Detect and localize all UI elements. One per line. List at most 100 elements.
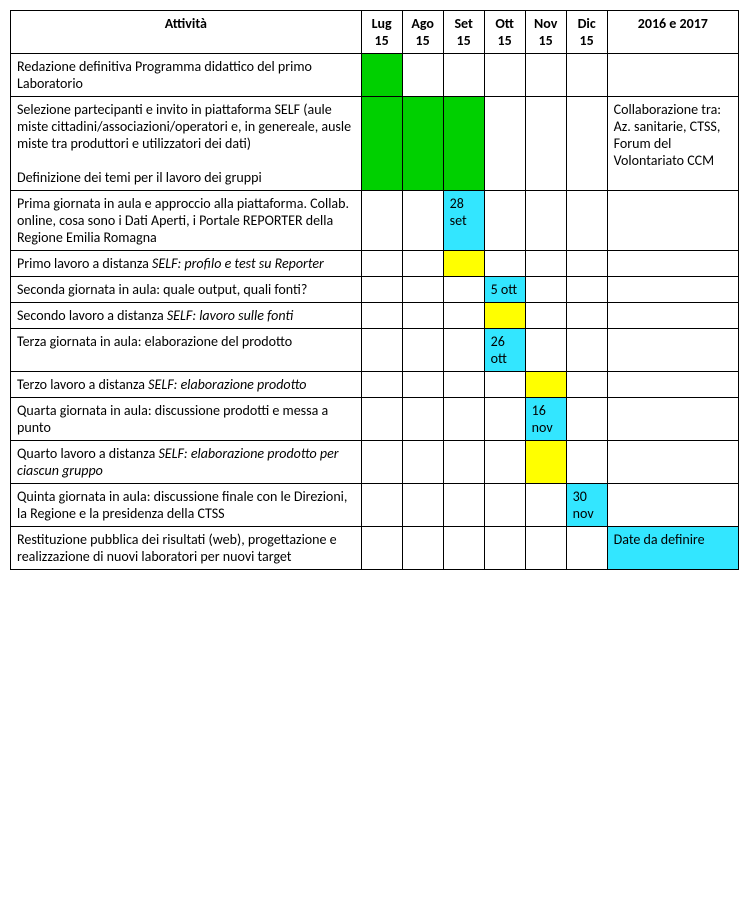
activity-cell: Terzo lavoro a distanza SELF: elaborazio…	[11, 372, 362, 398]
month-cell	[525, 527, 566, 570]
month-cell	[402, 372, 443, 398]
month-cell	[525, 372, 566, 398]
month-cell	[566, 527, 607, 570]
activity-cell: Quarta giornata in aula: discussione pro…	[11, 398, 362, 441]
month-cell: 26 ott	[484, 329, 525, 372]
header-ago: Ago 15	[402, 11, 443, 54]
table-row: Prima giornata in aula e approccio alla …	[11, 191, 739, 251]
month-cell: 16 nov	[525, 398, 566, 441]
month-cell	[607, 441, 738, 484]
month-cell	[607, 372, 738, 398]
table-row: Seconda giornata in aula: quale output, …	[11, 277, 739, 303]
month-cell	[361, 191, 402, 251]
month-cell	[566, 251, 607, 277]
activity-cell: Secondo lavoro a distanza SELF: lavoro s…	[11, 303, 362, 329]
month-cell	[361, 277, 402, 303]
month-cell	[443, 527, 484, 570]
header-dic: Dic 15	[566, 11, 607, 54]
activity-cell: Quarto lavoro a distanza SELF: elaborazi…	[11, 441, 362, 484]
month-cell	[443, 398, 484, 441]
month-cell	[484, 398, 525, 441]
month-cell	[525, 97, 566, 191]
activity-cell: Prima giornata in aula e approccio alla …	[11, 191, 362, 251]
activity-cell: Redazione definitiva Programma didattico…	[11, 54, 362, 97]
month-cell	[566, 277, 607, 303]
month-cell	[484, 372, 525, 398]
month-cell	[443, 484, 484, 527]
table-row: Secondo lavoro a distanza SELF: lavoro s…	[11, 303, 739, 329]
month-cell	[402, 329, 443, 372]
month-cell: Collaborazione tra: Az. sanitarie, CTSS,…	[607, 97, 738, 191]
month-cell	[607, 191, 738, 251]
month-cell	[566, 97, 607, 191]
month-cell	[525, 484, 566, 527]
month-cell	[361, 441, 402, 484]
month-cell	[484, 484, 525, 527]
table-row: Terzo lavoro a distanza SELF: elaborazio…	[11, 372, 739, 398]
month-cell	[402, 441, 443, 484]
table-row: Selezione partecipanti e invito in piatt…	[11, 97, 739, 191]
month-cell	[607, 54, 738, 97]
month-cell	[607, 251, 738, 277]
month-cell	[484, 97, 525, 191]
month-cell	[443, 97, 484, 191]
month-cell	[361, 527, 402, 570]
month-cell	[443, 329, 484, 372]
month-cell	[566, 398, 607, 441]
month-cell: 5 ott	[484, 277, 525, 303]
table-row: Redazione definitiva Programma didattico…	[11, 54, 739, 97]
month-cell: Date da definire	[607, 527, 738, 570]
month-cell	[566, 372, 607, 398]
month-cell	[443, 441, 484, 484]
month-cell	[443, 303, 484, 329]
month-cell	[607, 329, 738, 372]
header-set: Set 15	[443, 11, 484, 54]
month-cell	[525, 329, 566, 372]
month-cell	[361, 372, 402, 398]
month-cell	[361, 54, 402, 97]
month-cell	[525, 303, 566, 329]
month-cell	[607, 398, 738, 441]
month-cell	[566, 441, 607, 484]
month-cell	[484, 527, 525, 570]
month-cell	[607, 277, 738, 303]
month-cell	[566, 54, 607, 97]
table-body: Redazione definitiva Programma didattico…	[11, 54, 739, 570]
table-row: Terza giornata in aula: elaborazione del…	[11, 329, 739, 372]
month-cell: 28 set	[443, 191, 484, 251]
table-row: Quinta giornata in aula: discussione fin…	[11, 484, 739, 527]
month-cell	[402, 97, 443, 191]
month-cell	[402, 191, 443, 251]
activity-cell: Terza giornata in aula: elaborazione del…	[11, 329, 362, 372]
month-cell	[484, 303, 525, 329]
month-cell	[361, 251, 402, 277]
month-cell	[607, 303, 738, 329]
activity-cell: Restituzione pubblica dei risultati (web…	[11, 527, 362, 570]
header-ott: Ott 15	[484, 11, 525, 54]
header-activity: Attività	[11, 11, 362, 54]
month-cell	[361, 303, 402, 329]
activity-cell: Quinta giornata in aula: discussione fin…	[11, 484, 362, 527]
table-row: Quarto lavoro a distanza SELF: elaborazi…	[11, 441, 739, 484]
gantt-table: Attività Lug 15 Ago 15 Set 15 Ott 15 Nov…	[10, 10, 739, 570]
month-cell	[484, 251, 525, 277]
month-cell	[443, 54, 484, 97]
header-nov: Nov 15	[525, 11, 566, 54]
activity-cell: Primo lavoro a distanza SELF: profilo e …	[11, 251, 362, 277]
month-cell	[607, 484, 738, 527]
header-future: 2016 e 2017	[607, 11, 738, 54]
month-cell	[484, 441, 525, 484]
month-cell	[443, 372, 484, 398]
activity-cell: Selezione partecipanti e invito in piatt…	[11, 97, 362, 191]
month-cell	[525, 251, 566, 277]
month-cell	[361, 329, 402, 372]
month-cell	[566, 329, 607, 372]
header-row: Attività Lug 15 Ago 15 Set 15 Ott 15 Nov…	[11, 11, 739, 54]
month-cell	[484, 191, 525, 251]
month-cell	[443, 251, 484, 277]
month-cell	[361, 97, 402, 191]
month-cell	[525, 441, 566, 484]
month-cell	[402, 277, 443, 303]
month-cell	[566, 303, 607, 329]
month-cell: 30 nov	[566, 484, 607, 527]
